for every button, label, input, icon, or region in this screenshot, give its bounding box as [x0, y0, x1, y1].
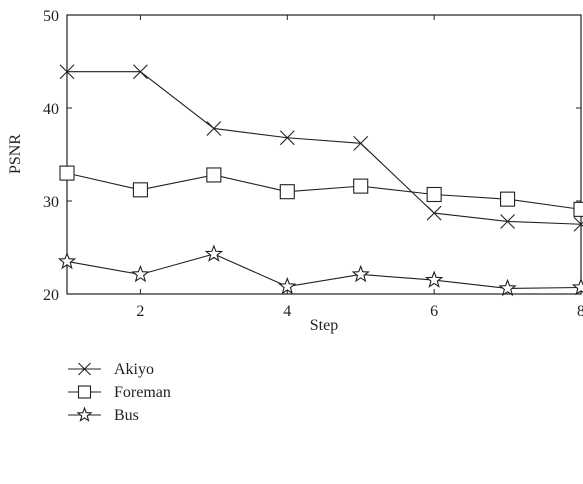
x-axis-label: Step	[310, 317, 338, 334]
data-point-akiyo	[279, 130, 295, 146]
y-tick-label: 50	[43, 8, 59, 25]
legend-item-bus: Bus	[68, 406, 139, 424]
legend-marker-star	[76, 406, 93, 422]
x-tick-label: 4	[283, 303, 291, 320]
data-point-foreman	[500, 191, 516, 207]
data-point-foreman	[59, 165, 75, 181]
data-point-foreman	[279, 184, 295, 200]
data-point-bus	[424, 270, 444, 288]
y-axis-label: PSNR	[7, 134, 24, 174]
data-point-bus	[131, 264, 150, 283]
x-tick-label: 2	[136, 303, 144, 320]
x-tick-label: 6	[430, 303, 438, 320]
data-point-bus	[571, 277, 583, 296]
data-point-bus	[57, 251, 77, 270]
x-tick-label: 8	[577, 303, 583, 320]
legend-label: Bus	[114, 407, 139, 424]
y-tick-label: 20	[43, 287, 59, 304]
data-point-akiyo	[426, 205, 442, 221]
y-tick-label: 30	[43, 194, 59, 211]
data-point-foreman	[573, 201, 583, 217]
y-tick-label: 40	[43, 101, 59, 118]
legend-label: Foreman	[114, 384, 171, 401]
data-point-bus	[204, 244, 224, 262]
data-point-akiyo	[353, 135, 369, 151]
data-point-akiyo	[573, 216, 583, 232]
legend-label: Akiyo	[114, 361, 154, 378]
data-point-bus	[278, 276, 297, 295]
data-point-foreman	[206, 167, 222, 183]
series-line-foreman	[66, 172, 582, 210]
legend-marker-square	[77, 385, 92, 399]
plot-frame	[66, 14, 582, 295]
data-point-akiyo	[500, 214, 515, 229]
data-point-bus	[351, 264, 370, 283]
series-line-akiyo	[67, 71, 582, 225]
legend-marker-x	[78, 362, 91, 376]
data-point-foreman	[132, 182, 148, 198]
data-point-akiyo	[59, 64, 75, 80]
data-point-bus	[498, 278, 517, 297]
legend: Akiyo Foreman Bus	[68, 361, 171, 424]
data-point-akiyo	[133, 64, 148, 80]
legend-item-foreman: Foreman	[68, 384, 171, 401]
series-line-bus	[66, 253, 582, 289]
legend-item-akiyo: Akiyo	[68, 361, 154, 378]
data-point-foreman	[353, 178, 369, 194]
data-point-foreman	[426, 186, 442, 203]
data-point-akiyo	[206, 121, 222, 136]
